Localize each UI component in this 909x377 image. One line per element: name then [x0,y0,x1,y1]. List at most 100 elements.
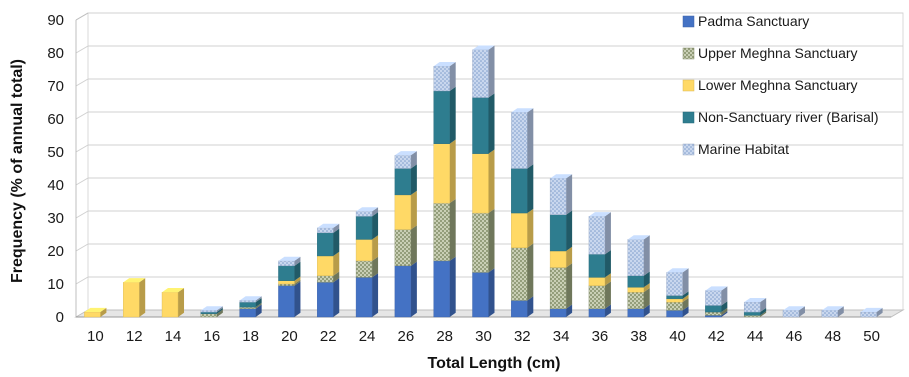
bar-stack-42 [705,286,728,318]
y-tick-label: 80 [47,45,64,62]
bar-stack-16 [200,306,223,318]
bar-segment [472,149,495,214]
bar-stack-18 [239,296,262,318]
bar-segment [278,261,301,281]
bar-top [200,306,223,311]
legend-item: Marine Habitat [682,141,789,157]
bar-segment [511,164,534,214]
bar-segment [472,93,495,154]
bar-stack-22 [317,223,340,318]
bar-top [821,306,844,311]
x-tick-label: 16 [203,328,220,345]
bar-top [239,296,262,301]
bar-segment [433,139,456,204]
bar-segment [511,208,534,248]
bar-stack-36 [588,212,611,318]
bar-top [705,286,728,291]
legend-label: Lower Meghna Sanctuary [698,77,858,93]
legend-swatch [682,15,695,28]
x-tick-label: 10 [87,328,104,345]
bar-top [123,278,146,283]
x-tick-label: 40 [669,328,686,345]
bar-segment [549,210,573,252]
legend-swatch [682,143,695,156]
bar-top [860,307,883,313]
bar-stack-34 [549,174,573,318]
bar-stack-38 [627,235,650,318]
bar-segment [433,256,456,318]
bar-segment [666,268,689,296]
x-tick-label: 14 [165,328,182,345]
bar-segment [511,243,534,301]
y-tick-label: 90 [47,12,64,29]
x-tick-label: 30 [475,328,492,345]
bar-top [588,212,611,217]
bar-segment [743,297,767,313]
bar-segment [394,261,417,318]
bar-top [317,223,340,228]
bar-segment [549,246,573,268]
y-axis-title: Frequency (% of annual total) [9,59,26,283]
bar-top [666,268,689,273]
x-tick-label: 48 [824,328,841,345]
y-tick-label: 70 [47,78,64,95]
bar-segment [394,225,417,267]
bar-stack-26 [394,151,417,318]
bar-segment [394,164,417,196]
bar-segment [355,273,379,318]
bar-stack-32 [511,108,534,318]
bar-stack-12 [123,278,146,318]
x-tick-label: 34 [553,328,570,345]
bar-segment [433,86,456,144]
bar-segment [549,174,573,215]
bar-segment [433,62,456,92]
bar-top [550,174,573,179]
legend-item: Lower Meghna Sanctuary [682,77,858,93]
bar-stack-10 [84,307,107,318]
y-tick-label: 10 [47,276,64,293]
bar-segment [627,235,650,276]
bar-segment [123,278,146,318]
bar-stack-44 [743,297,767,318]
y-tick-label: 20 [47,243,64,260]
x-tick-label: 26 [398,328,415,345]
bar-stack-28 [433,62,456,318]
bar-top [433,62,456,67]
legend-item: Non-Sanctuary river (Barisal) [682,109,879,125]
bar-segment [549,263,573,309]
bar-top [744,297,767,303]
legend-label: Marine Habitat [698,141,789,157]
legend-swatch [682,47,695,60]
bar-segment [433,198,456,262]
x-tick-label: 42 [708,328,725,345]
x-tick-label: 46 [786,328,803,345]
y-axis-ticks: 0 10 20 30 40 50 60 70 80 90 [47,12,64,326]
legend-label: Non-Sanctuary river (Barisal) [698,109,879,125]
legend: Padma Sanctuary Upper Meghna Sanctuary Low… [682,13,879,157]
bar-stack-46 [782,306,805,318]
y-tick-label: 0 [56,309,64,326]
bar-segment [511,108,534,169]
bar-segment [355,235,379,262]
x-tick-label: 28 [436,328,453,345]
bar-segment [355,212,379,240]
bar-segment [161,288,185,318]
bar-segment [588,212,611,255]
bar-stack-20 [278,256,301,318]
x-tick-label: 12 [126,328,143,345]
bar-top [511,108,534,113]
bar-stack-48 [821,306,844,318]
bar-stack-40 [666,268,689,318]
bar-stack-50 [860,307,883,318]
legend-label: Upper Meghna Sanctuary [698,45,858,61]
bar-top [162,288,185,293]
x-tick-label: 50 [863,328,880,345]
legend-label: Padma Sanctuary [698,13,809,29]
bar-segment [394,190,417,230]
legend-swatch [682,79,695,92]
x-tick-label: 36 [592,328,609,345]
bar-stack-14 [161,288,185,318]
x-tick-label: 18 [242,328,259,345]
legend-item: Upper Meghna Sanctuary [682,45,858,61]
